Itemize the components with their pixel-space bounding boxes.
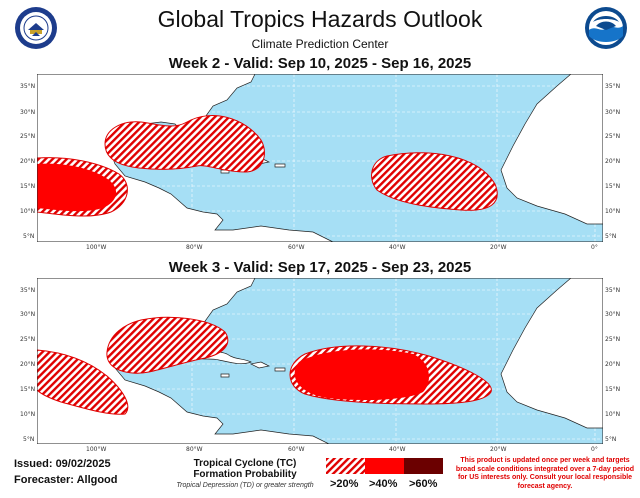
lat-label: 35°N xyxy=(605,83,621,90)
doc-seal-icon xyxy=(15,7,57,49)
page-title: Global Tropics Hazards Outlook xyxy=(157,6,483,32)
lon-label: 0° xyxy=(591,446,598,453)
legend-label-20: >20% xyxy=(330,478,359,490)
lat-label: 10°N xyxy=(605,411,621,418)
legend-swatch-20 xyxy=(326,458,366,474)
legend-note: Tropical Depression (TD) or greater stre… xyxy=(176,482,314,489)
lat-label: 10°N xyxy=(20,208,36,215)
lat-label: 5°N xyxy=(605,436,617,443)
hazard-area-atlantic-40 xyxy=(294,349,429,400)
lon-label: 0° xyxy=(591,244,598,251)
lat-label: 10°N xyxy=(20,411,36,418)
hazard-area-gulf-caribbean xyxy=(104,115,265,173)
lat-label: 15°N xyxy=(605,386,621,393)
week3-title: Week 3 - Valid: Sep 17, 2025 - Sep 23, 2… xyxy=(168,259,472,276)
lon-label: 100°W xyxy=(86,446,107,453)
lon-label: 60°W xyxy=(288,446,305,453)
lat-label: 5°N xyxy=(23,436,35,443)
lat-label: 15°N xyxy=(20,386,36,393)
legend-swatch-60 xyxy=(404,458,443,474)
lat-label: 10°N xyxy=(605,208,621,215)
lat-label: 30°N xyxy=(20,311,36,318)
lon-label: 80°W xyxy=(186,244,203,251)
hazard-area-east-pacific-40 xyxy=(37,163,117,212)
forecaster-name: Forecaster: Allgood xyxy=(14,474,118,486)
legend-label-60: >60% xyxy=(409,478,438,490)
lat-label: 20°N xyxy=(605,158,621,165)
week2-title: Week 2 - Valid: Sep 10, 2025 - Sep 16, 2… xyxy=(168,55,472,72)
lat-label: 20°N xyxy=(605,361,621,368)
lon-label: 40°W xyxy=(389,244,406,251)
lat-label: 30°N xyxy=(605,109,621,116)
lat-label: 20°N xyxy=(20,361,36,368)
hazard-area-gulf xyxy=(106,316,229,374)
hazard-area-east-pacific xyxy=(37,349,129,415)
lon-label: 20°W xyxy=(490,446,507,453)
lat-label: 30°N xyxy=(20,109,36,116)
lat-label: 15°N xyxy=(605,183,621,190)
lat-label: 35°N xyxy=(20,83,36,90)
page-subtitle: Climate Prediction Center xyxy=(251,37,389,51)
week3-map xyxy=(37,278,603,444)
week2-map xyxy=(37,74,603,242)
lat-label: 35°N xyxy=(20,287,36,294)
lon-label: 60°W xyxy=(288,244,305,251)
lat-label: 5°N xyxy=(23,233,35,240)
legend-title-line1: Tropical Cyclone (TC) xyxy=(193,458,297,469)
hazard-area-central-atlantic xyxy=(371,152,498,211)
lat-label: 35°N xyxy=(605,287,621,294)
lat-label: 25°N xyxy=(20,133,36,140)
legend-title-line2: Formation Probability xyxy=(193,469,297,480)
lon-label: 80°W xyxy=(186,446,203,453)
lon-label: 100°W xyxy=(86,244,107,251)
lat-label: 5°N xyxy=(605,233,617,240)
lon-label: 20°W xyxy=(490,244,507,251)
legend-label-40: >40% xyxy=(369,478,398,490)
lat-label: 25°N xyxy=(605,336,621,343)
lat-label: 25°N xyxy=(20,336,36,343)
lat-label: 20°N xyxy=(20,158,36,165)
lat-label: 25°N xyxy=(605,133,621,140)
disclaimer-text: This product is updated once per week an… xyxy=(455,457,635,490)
legend-swatch-40 xyxy=(365,458,404,474)
lat-label: 15°N xyxy=(20,183,36,190)
lon-label: 40°W xyxy=(389,446,406,453)
noaa-logo-icon xyxy=(585,7,627,49)
lat-label: 30°N xyxy=(605,311,621,318)
issued-date: Issued: 09/02/2025 xyxy=(14,458,111,470)
